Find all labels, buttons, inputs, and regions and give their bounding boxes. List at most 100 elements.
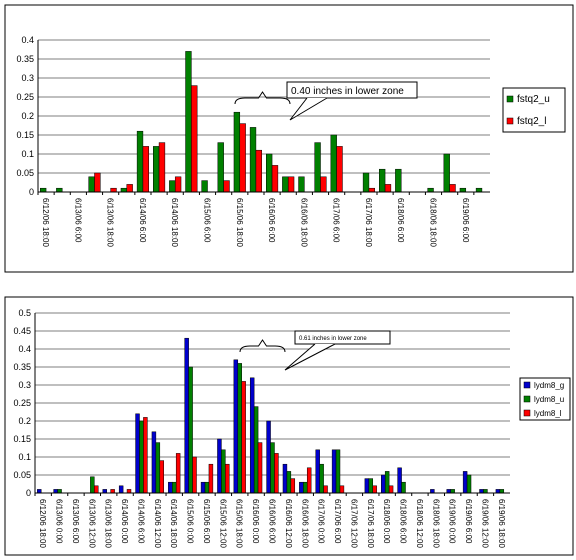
- x-tick-label: 6/13/06 6:00: [71, 499, 80, 544]
- bar: [335, 449, 341, 494]
- bar: [430, 489, 435, 494]
- bar: [449, 184, 456, 193]
- bar: [459, 187, 467, 193]
- x-tick-label: 6/16/06 6:00: [268, 499, 277, 544]
- x-tick-label: 6/16/06 18:00: [300, 499, 309, 548]
- x-tick-label: 6/12/06 18:00: [41, 198, 50, 247]
- bar: [169, 180, 176, 193]
- x-tick-label: 6/13/06 18:00: [104, 499, 113, 548]
- y-tick-label: 0.3: [21, 73, 34, 83]
- x-tick-label: 6/18/06 6:00: [399, 499, 408, 544]
- x-tick-label: 6/15/06 18:00: [235, 198, 244, 247]
- x-tick-label: 6/19/06 6:00: [464, 499, 473, 544]
- bar: [319, 463, 324, 494]
- x-tick-label: 6/18/06 0:00: [382, 499, 391, 544]
- bar: [274, 453, 279, 494]
- bar: [90, 476, 95, 494]
- bar: [299, 481, 304, 494]
- bar: [217, 438, 222, 494]
- bar: [253, 406, 259, 494]
- bar: [191, 85, 198, 193]
- bar: [303, 481, 308, 494]
- bar: [364, 478, 370, 494]
- bar: [172, 481, 177, 494]
- bar: [241, 381, 246, 494]
- bar: [271, 165, 279, 193]
- annotation-pointer: [289, 97, 328, 121]
- annotation: 0.61 inches in lower zone: [299, 336, 367, 342]
- bar: [401, 481, 406, 494]
- bar: [126, 184, 133, 193]
- bar: [126, 489, 132, 494]
- x-tick-label: 6/15/06 0:00: [186, 499, 195, 544]
- x-tick-label: 6/15/06 6:00: [203, 198, 212, 243]
- bar: [223, 180, 230, 193]
- bar: [57, 489, 62, 494]
- y-tick-label: 0.35: [16, 54, 34, 64]
- bar: [495, 489, 501, 494]
- bar: [298, 176, 305, 193]
- bar: [323, 485, 328, 494]
- bar: [233, 111, 241, 193]
- x-tick-label: 6/18/06 18:00: [429, 198, 438, 247]
- x-tick-label: 6/14/06 12:00: [153, 499, 162, 548]
- bar: [151, 431, 157, 494]
- bar: [188, 366, 193, 494]
- annotation-pointer: [284, 343, 336, 371]
- x-tick-label: 6/18/06 18:00: [431, 499, 440, 548]
- bar: [384, 184, 392, 193]
- y-tick-label: 0.5: [18, 308, 31, 318]
- bar: [395, 168, 402, 193]
- bar: [255, 149, 262, 193]
- bar: [290, 478, 296, 494]
- bar: [110, 489, 115, 494]
- y-tick-label: 0.2: [21, 111, 34, 121]
- y-tick-label: 0.25: [16, 92, 34, 102]
- y-tick-label: 0.4: [18, 344, 31, 354]
- y-tick-label: 0.05: [16, 168, 34, 178]
- x-tick-label: 6/19/06 12:00: [480, 499, 489, 548]
- bar: [237, 363, 242, 494]
- bar: [94, 485, 99, 494]
- bar: [266, 153, 273, 193]
- bar: [336, 146, 343, 193]
- x-tick-label: 6/17/06 18:00: [364, 198, 373, 247]
- bar: [381, 474, 386, 494]
- x-tick-label: 6/17/06 18:00: [366, 499, 375, 548]
- bar: [136, 130, 144, 193]
- bar: [142, 146, 149, 193]
- x-tick-label: 6/14/06 18:00: [170, 198, 179, 247]
- bar: [270, 442, 275, 494]
- y-tick-label: 0.35: [13, 362, 31, 372]
- annotation: 0.40 inches in lower zone: [291, 86, 404, 97]
- bar: [88, 176, 95, 193]
- y-tick-label: 0.15: [16, 130, 34, 140]
- bar: [53, 489, 58, 494]
- bar: [239, 123, 246, 193]
- legend-box: [502, 87, 566, 133]
- legend-label: lydm8_u: [534, 395, 564, 404]
- legend-label: lydm8_g: [534, 381, 564, 390]
- bar: [158, 142, 166, 193]
- bar: [192, 456, 197, 494]
- bar: [446, 489, 451, 494]
- bar: [120, 187, 128, 193]
- legend-label: fstq2_l: [517, 116, 546, 127]
- legend-label: lydm8_l: [534, 409, 562, 418]
- x-tick-label: 6/18/06 12:00: [415, 499, 424, 548]
- legend-swatch: [506, 117, 514, 125]
- bar: [102, 489, 107, 494]
- y-tick-label: 0.3: [18, 380, 31, 390]
- bar: [286, 471, 292, 494]
- bar: [287, 176, 295, 193]
- bar: [221, 449, 226, 494]
- y-tick-label: 0.05: [13, 470, 31, 480]
- bar: [249, 377, 255, 494]
- bar: [388, 485, 394, 494]
- y-tick-label: 0: [26, 488, 31, 498]
- bar: [466, 474, 472, 494]
- bar: [185, 51, 192, 193]
- bar: [139, 420, 144, 494]
- bar: [159, 460, 164, 494]
